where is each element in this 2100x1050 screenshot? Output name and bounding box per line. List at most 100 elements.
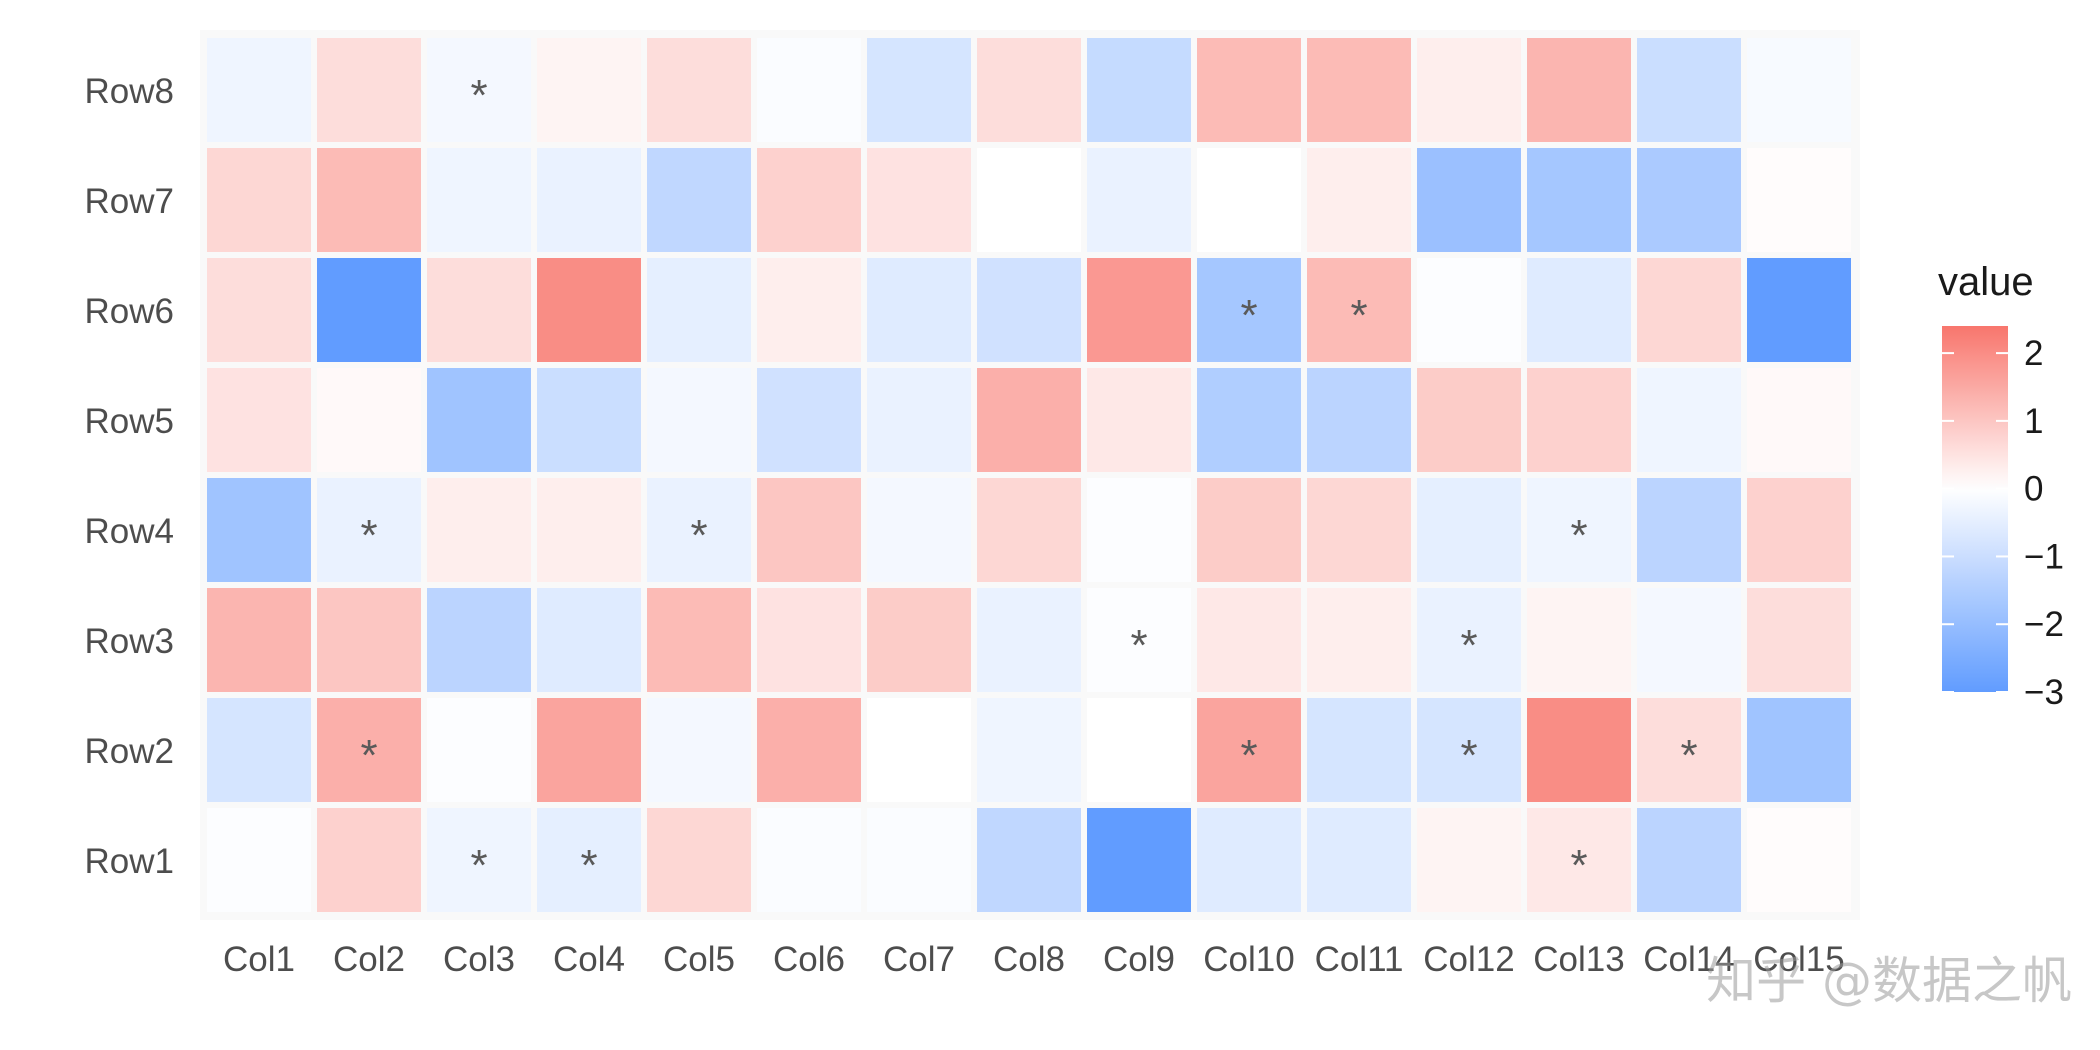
heatmap-cell-row2-col13: [1527, 698, 1631, 802]
heatmap-cell-row2-col1: [207, 698, 311, 802]
heatmap-cell-row6-col8: [977, 258, 1081, 362]
legend-tick-label: −2: [2024, 605, 2064, 644]
heatmap-cell-row2-col15: [1747, 698, 1851, 802]
heatmap-cell-row8-col2: [317, 38, 421, 142]
heatmap-cell-row1-col13: [1527, 808, 1631, 912]
heatmap-cell-row6-col4: [537, 258, 641, 362]
heatmap-cell-row7-col6: [757, 148, 861, 252]
legend-colorbar: [1942, 326, 2008, 692]
heatmap-cell-row7-col13: [1527, 148, 1631, 252]
row-label-row1: Row1: [85, 842, 174, 881]
heatmap-cell-row3-col8: [977, 588, 1081, 692]
heatmap-cell-row4-col9: [1087, 478, 1191, 582]
heatmap-cell-row7-col2: [317, 148, 421, 252]
heatmap-cell-row8-col3: [427, 38, 531, 142]
heatmap-cell-row4-col1: [207, 478, 311, 582]
legend-title: value: [1938, 260, 2034, 304]
heatmap-cell-row3-col13: [1527, 588, 1631, 692]
heatmap-cell-row6-col2: [317, 258, 421, 362]
heatmap-cell-row4-col11: [1307, 478, 1411, 582]
heatmap-cell-row5-col4: [537, 368, 641, 472]
column-label-col8: Col8: [993, 940, 1065, 979]
heatmap-cell-row8-col4: [537, 38, 641, 142]
watermark-text: 知乎 @数据之帆: [1706, 952, 2072, 1010]
heatmap-cell-row7-col12: [1417, 148, 1521, 252]
heatmap-cell-row8-col12: [1417, 38, 1521, 142]
heatmap-cell-row1-col10: [1197, 808, 1301, 912]
heatmap-cell-row6-col3: [427, 258, 531, 362]
heatmap-cell-row4-col6: [757, 478, 861, 582]
heatmap-cell-row4-col7: [867, 478, 971, 582]
heatmap-cells: [207, 38, 1851, 912]
heatmap-cell-row5-col2: [317, 368, 421, 472]
heatmap-cell-row7-col5: [647, 148, 751, 252]
column-label-col7: Col7: [883, 940, 955, 979]
heatmap-cell-row6-col15: [1747, 258, 1851, 362]
significance-marker: *: [580, 841, 597, 890]
heatmap-cell-row4-col4: [537, 478, 641, 582]
heatmap-cell-row1-col8: [977, 808, 1081, 912]
significance-markers: * * * * * * * * * * * * * * *: [360, 71, 1697, 890]
column-label-col1: Col1: [223, 940, 295, 979]
heatmap-cell-row2-col3: [427, 698, 531, 802]
significance-marker: *: [360, 511, 377, 560]
heatmap-cell-row3-col10: [1197, 588, 1301, 692]
heatmap-cell-row8-col5: [647, 38, 751, 142]
significance-marker: *: [1570, 841, 1587, 890]
significance-marker: *: [1460, 621, 1477, 670]
column-label-col3: Col3: [443, 940, 515, 979]
heatmap-cell-row6-col13: [1527, 258, 1631, 362]
heatmap-cell-row5-col8: [977, 368, 1081, 472]
significance-marker: *: [1350, 291, 1367, 340]
heatmap-cell-row1-col4: [537, 808, 641, 912]
heatmap-cell-row3-col4: [537, 588, 641, 692]
heatmap-cell-row3-col7: [867, 588, 971, 692]
significance-marker: *: [1570, 511, 1587, 560]
column-label-col14: Col14: [1643, 940, 1734, 979]
column-label-col13: Col13: [1533, 940, 1624, 979]
heatmap-cell-row5-col1: [207, 368, 311, 472]
column-label-col12: Col12: [1423, 940, 1514, 979]
heatmap-cell-row6-col5: [647, 258, 751, 362]
significance-marker: *: [690, 511, 707, 560]
column-label-col9: Col9: [1103, 940, 1175, 979]
column-label-col5: Col5: [663, 940, 735, 979]
row-label-row4: Row4: [85, 512, 174, 551]
heatmap-cell-row3-col9: [1087, 588, 1191, 692]
column-label-col6: Col6: [773, 940, 845, 979]
heatmap-cell-row2-col12: [1417, 698, 1521, 802]
heatmap-cell-row7-col10: [1197, 148, 1301, 252]
heatmap-cell-row1-col9: [1087, 808, 1191, 912]
significance-marker: *: [1240, 291, 1257, 340]
row-label-row5: Row5: [85, 402, 174, 441]
heatmap-cell-row3-col12: [1417, 588, 1521, 692]
heatmap-cell-row3-col6: [757, 588, 861, 692]
heatmap-cell-row5-col11: [1307, 368, 1411, 472]
heatmap-cell-row1-col12: [1417, 808, 1521, 912]
heatmap-cell-row2-col7: [867, 698, 971, 802]
heatmap-cell-row4-col10: [1197, 478, 1301, 582]
heatmap-cell-row7-col11: [1307, 148, 1411, 252]
significance-marker: *: [1240, 731, 1257, 780]
heatmap-cell-row7-col14: [1637, 148, 1741, 252]
heatmap-cell-row3-col5: [647, 588, 751, 692]
heatmap-cell-row4-col8: [977, 478, 1081, 582]
row-labels: Row1 Row2 Row3 Row4 Row5 Row6 Row7 Row8: [85, 72, 174, 881]
heatmap-cell-row4-col13: [1527, 478, 1631, 582]
legend-tick-label: 1: [2024, 402, 2043, 441]
heatmap-cell-row7-col4: [537, 148, 641, 252]
heatmap-cell-row3-col11: [1307, 588, 1411, 692]
heatmap-cell-row8-col11: [1307, 38, 1411, 142]
legend-tick-label: −1: [2024, 537, 2064, 576]
heatmap-cell-row1-col1: [207, 808, 311, 912]
row-label-row6: Row6: [85, 292, 174, 331]
row-label-row7: Row7: [85, 182, 174, 221]
heatmap-cell-row5-col12: [1417, 368, 1521, 472]
significance-marker: *: [470, 841, 487, 890]
heatmap-cell-row5-col13: [1527, 368, 1631, 472]
heatmap-cell-row8-col6: [757, 38, 861, 142]
heatmap-cell-row6-col12: [1417, 258, 1521, 362]
heatmap-cell-row5-col7: [867, 368, 971, 472]
heatmap-cell-row1-col2: [317, 808, 421, 912]
heatmap-cell-row2-col6: [757, 698, 861, 802]
